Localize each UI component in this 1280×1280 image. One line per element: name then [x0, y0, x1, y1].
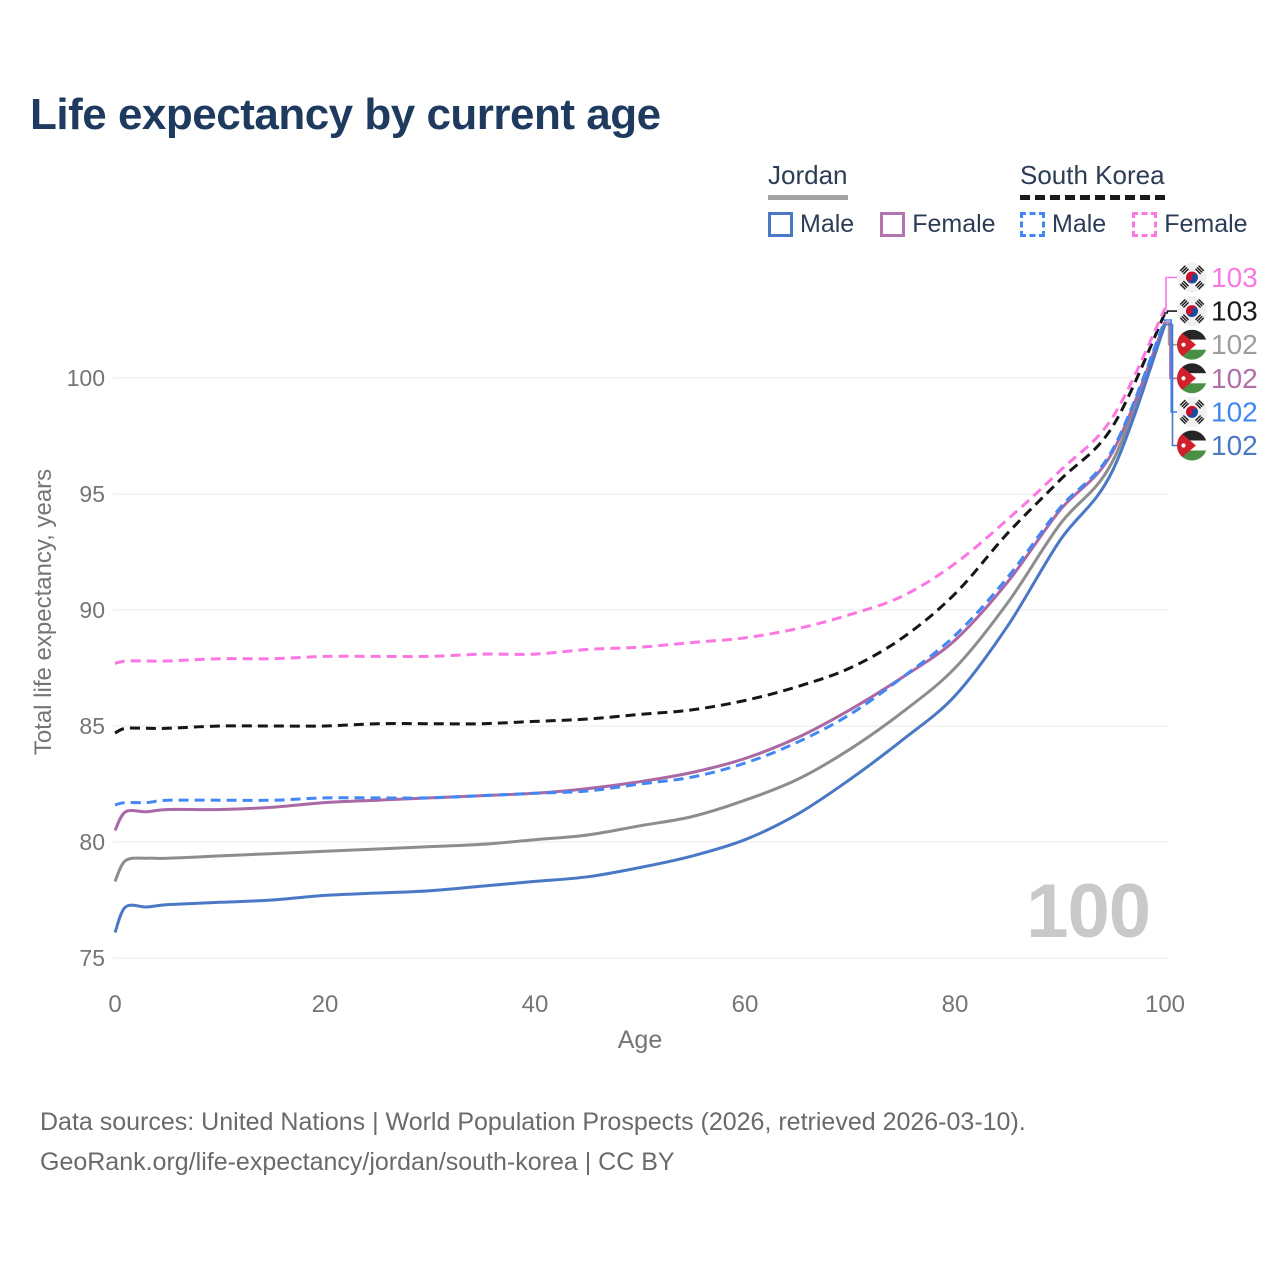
end-value-label-jordan_total: 102	[1211, 329, 1258, 360]
legend-country-south-korea[interactable]: South Korea	[1020, 160, 1165, 200]
series-line-sk_female[interactable]	[114, 307, 1167, 665]
x-tick-20: 20	[312, 991, 339, 1018]
x-tick-80: 80	[942, 991, 969, 1018]
x-tick-100: 100	[1145, 991, 1185, 1018]
series-line-sk_male[interactable]	[114, 319, 1167, 807]
leader-line-sk_total	[1164, 310, 1177, 314]
south-korea-flag-icon	[1177, 262, 1207, 293]
end-value-label-jordan_female: 102	[1211, 363, 1258, 394]
x-tick-40: 40	[522, 991, 549, 1018]
y-tick-80: 80	[79, 829, 105, 855]
legend-country-jordan[interactable]: Jordan	[768, 160, 848, 200]
legend-label-south-korea-male[interactable]: Male	[1052, 210, 1107, 238]
leader-line-jordan_male	[1164, 323, 1177, 447]
series-line-jordan_male[interactable]	[113, 324, 1167, 934]
end-value-label-sk_male: 102	[1211, 396, 1258, 427]
jordan-flag-icon	[1177, 430, 1207, 461]
jordan-flag-icon	[1177, 363, 1207, 394]
south-korea-flag-icon	[1177, 396, 1207, 427]
end-value-label-sk_female: 103	[1211, 262, 1258, 293]
series-line-jordan_total[interactable]	[113, 321, 1167, 883]
legend-swatch-south-korea-male[interactable]	[1020, 212, 1045, 237]
y-tick-75: 75	[79, 945, 105, 971]
footer-data-sources: Data sources: United Nations | World Pop…	[40, 1108, 1026, 1136]
end-value-label-jordan_male: 102	[1211, 430, 1258, 461]
south-korea-flag-icon	[1177, 296, 1207, 327]
legend-group-south-korea: South Korea Male Female	[1020, 160, 1248, 239]
legend-swatch-jordan-female[interactable]	[880, 212, 906, 237]
leader-line-sk_male	[1164, 319, 1177, 413]
leader-line-sk_female	[1164, 276, 1177, 310]
y-tick-100: 100	[67, 365, 105, 391]
jordan-flag-icon	[1177, 329, 1207, 360]
age-counter-watermark: 100	[1026, 869, 1151, 954]
legend-swatch-south-korea-female[interactable]	[1132, 212, 1158, 237]
legend-group-jordan: Jordan Male Female	[768, 160, 996, 239]
y-axis-title: Total life expectancy, years	[30, 468, 57, 756]
series-line-sk_total[interactable]	[114, 312, 1167, 735]
legend-label-south-korea-female[interactable]: Female	[1164, 210, 1248, 238]
page-title: Life expectancy by current age	[30, 90, 661, 139]
series-line-jordan_female[interactable]	[113, 321, 1167, 832]
x-tick-0: 0	[108, 991, 121, 1018]
y-tick-85: 85	[79, 713, 105, 739]
y-tick-90: 90	[79, 597, 105, 623]
x-axis-title: Age	[617, 1026, 663, 1054]
footer-attribution-url: GeoRank.org/life-expectancy/jordan/south…	[40, 1148, 675, 1176]
legend-label-jordan-male[interactable]: Male	[800, 210, 855, 238]
leader-line-jordan_female	[1164, 321, 1177, 380]
legend-label-jordan-female[interactable]: Female	[912, 210, 996, 238]
end-value-label-sk_total: 103	[1211, 296, 1258, 327]
y-tick-95: 95	[79, 481, 105, 507]
x-tick-60: 60	[732, 991, 759, 1018]
legend-swatch-jordan-male[interactable]	[768, 212, 793, 237]
